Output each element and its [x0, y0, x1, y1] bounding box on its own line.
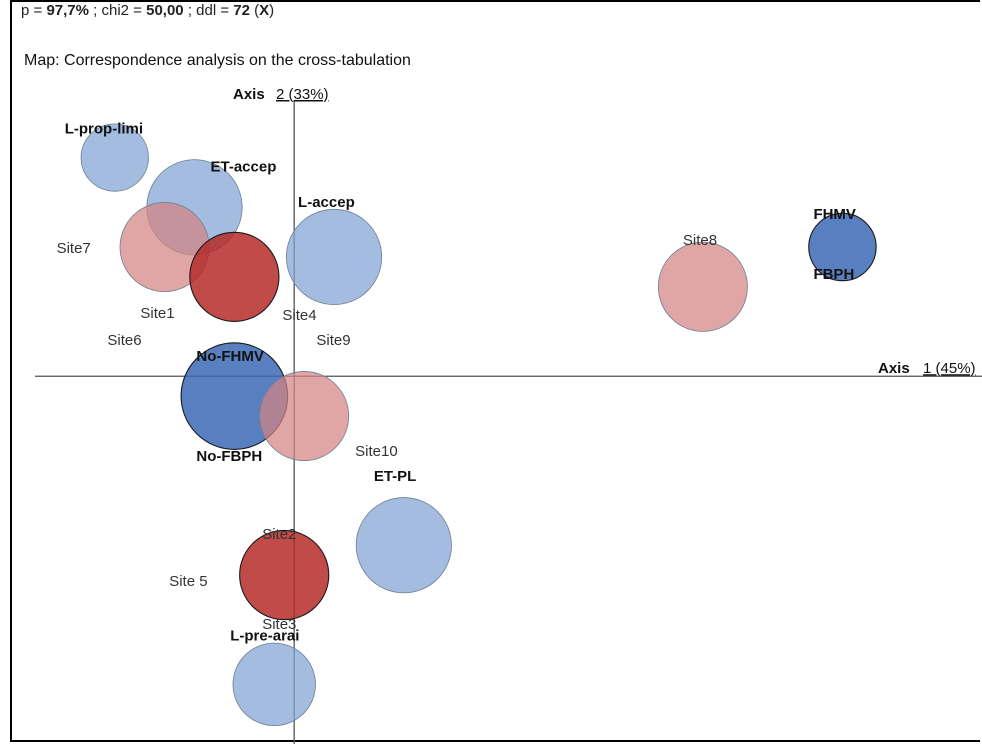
chart-frame	[10, 0, 980, 742]
bubble-site8	[657, 241, 748, 332]
label-layer: L-prop-limi ET-accep L-accep FHMV FBPH Site8 S…	[57, 121, 856, 645]
label-site4: Site4	[282, 307, 316, 324]
label-site2: Site2	[262, 526, 296, 543]
label-fhmv: FHMV	[813, 206, 856, 223]
bubble-l-pre-arai	[232, 642, 316, 727]
stats-ddl-value: 72	[233, 2, 250, 19]
stats-x-open: (	[249, 2, 260, 19]
label-site-5: Site 5	[169, 573, 207, 590]
label-site10: Site10	[355, 443, 398, 460]
label-site3: Site3	[262, 616, 296, 633]
label-et-accep: ET-accep	[210, 158, 276, 175]
chart-title: Map: Correspondence analysis on the cros…	[24, 52, 411, 69]
stats-x-close: )	[269, 2, 275, 19]
label-l-pre-arai: L-pre-arai	[230, 627, 299, 644]
y-axis-name: Axis	[233, 86, 265, 103]
x-axis-name: Axis	[878, 360, 910, 377]
label-site7: Site7	[57, 240, 91, 257]
label-no-fhmv: No-FHMV	[196, 348, 263, 365]
x-axis-pct: 1 (45%)	[923, 360, 976, 377]
label-et-pl: ET-PL	[374, 468, 417, 485]
stats-line: p = 97,7% ; chi2 = 50,00 ; ddl = 72 (X)	[21, 2, 274, 19]
stats-x-value: X	[259, 2, 270, 19]
bubble-site2	[239, 529, 330, 621]
label-site1: Site1	[140, 305, 174, 322]
label-site8: Site8	[683, 232, 717, 249]
bubble-site1	[189, 231, 280, 322]
stats-ddl-label: ; ddl =	[183, 2, 234, 19]
bubble-l-accep	[285, 208, 383, 306]
bubble-site10	[259, 371, 350, 461]
label-site9: Site9	[316, 332, 350, 349]
stats-chi2-label: ; chi2 =	[88, 2, 147, 19]
label-fbph: FBPH	[813, 266, 854, 283]
bubble-layer	[80, 123, 877, 727]
bubble-l-prop-limi	[80, 123, 149, 192]
stats-p-value: 97,7%	[46, 2, 89, 19]
label-no-fbph: No-FBPH	[196, 448, 262, 465]
label-site6: Site6	[107, 332, 141, 349]
y-axis-pct: 2 (33%)	[276, 86, 329, 103]
bubble-et-pl	[355, 497, 452, 594]
stats-p-label: p =	[21, 2, 47, 19]
label-l-accep: L-accep	[298, 194, 355, 211]
stats-chi2-value: 50,00	[146, 2, 184, 19]
label-l-prop-limi: L-prop-limi	[65, 121, 143, 138]
bubble-fhmv	[808, 212, 877, 282]
